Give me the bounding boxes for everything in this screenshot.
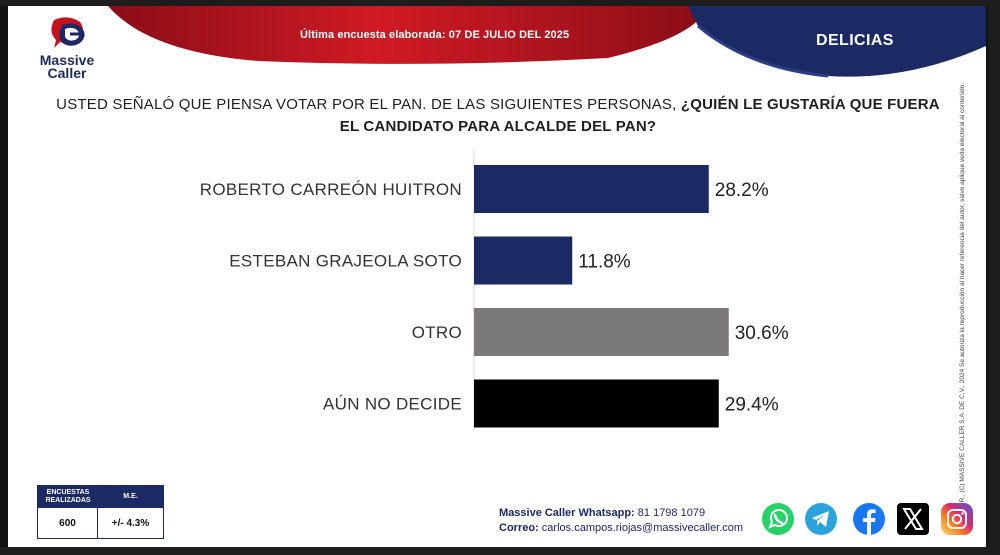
bar [474,308,729,356]
category-label: AÚN NO DECIDE [323,395,462,414]
email-line: Correo: carlos.campos.riojas@massivecall… [499,521,743,536]
whatsapp-icon[interactable] [761,502,795,536]
slide: Massive Caller Última encuesta elaborada… [8,6,986,547]
data-label: 28.2% [715,180,769,201]
stats-values: 600 +/- 4.3% [38,508,163,539]
screen-frame-top [0,0,1000,6]
whatsapp-line: Massive Caller Whatsapp: 81 1798 1079 [499,506,743,521]
telegram-icon[interactable] [804,502,838,536]
me-label: M.E. [123,493,138,500]
category-label: ROBERTO CARREÓN HUITRON [200,180,462,199]
contact-info: Massive Caller Whatsapp: 81 1798 1079 Co… [499,506,743,536]
stats-header: ENCUESTAS REALIZADAS M.E. [38,486,163,508]
email-label: Correo: [499,522,539,534]
question-text: USTED SEÑALÓ QUE PIENSA VOTAR POR EL PAN… [48,94,948,138]
logo-text: Massive Caller [39,52,95,81]
bar [474,165,709,213]
location-title: DELICIAS [816,32,894,49]
screen-frame-bottom [0,547,1000,555]
question-prefix: USTED SEÑALÓ QUE PIENSA VOTAR POR EL PAN… [56,96,677,113]
header-banner [108,6,986,78]
copyright-notice: D.R., (C) MASSIVE CALLER S.A. DE C.V., 2… [948,83,978,509]
stats-box: ENCUESTAS REALIZADAS M.E. 600 +/- 4.3% [37,485,164,539]
bar-chart: ROBERTO CARREÓN HUITRON 28.2% ESTEBAN GRAJ… [200,151,789,431]
bar [474,236,573,285]
surveys-value: 600 [38,508,98,539]
data-label: 30.6% [735,323,789,344]
question-emphasis: ¿QUIÉN LE GUSTARÍA QUE FUERA EL CANDIDAT… [339,96,940,135]
category-label: ESTEBAN GRAJEOLA SOTO [229,252,462,271]
surveys-label: ENCUESTAS REALIZADAS [45,489,91,504]
data-label: 11.8% [578,252,631,273]
screen-frame-right [988,0,1000,555]
category-label: OTRO [412,323,462,342]
me-value: +/- 4.3% [111,518,150,529]
whatsapp-label: Massive Caller Whatsapp: [499,507,635,519]
copyright-text: D.R., (C) MASSIVE CALLER S.A. DE C.V., 2… [959,82,966,510]
email-address[interactable]: carlos.campos.riojas@massivecaller.com [541,522,744,534]
bar [474,379,719,428]
whatsapp-number[interactable]: 81 1798 1079 [637,507,706,519]
facebook-icon[interactable] [852,502,886,536]
logo-bubble-icon [51,17,85,48]
survey-date: Última encuesta elaborada: 07 DE JULIO D… [300,29,570,41]
x-icon[interactable] [896,502,930,536]
massive-caller-logo: Massive Caller [34,16,104,80]
navy-banner-shape [688,6,986,77]
red-banner-shape [108,6,708,64]
data-label: 29.4% [725,395,779,416]
instagram-icon[interactable] [940,502,974,536]
